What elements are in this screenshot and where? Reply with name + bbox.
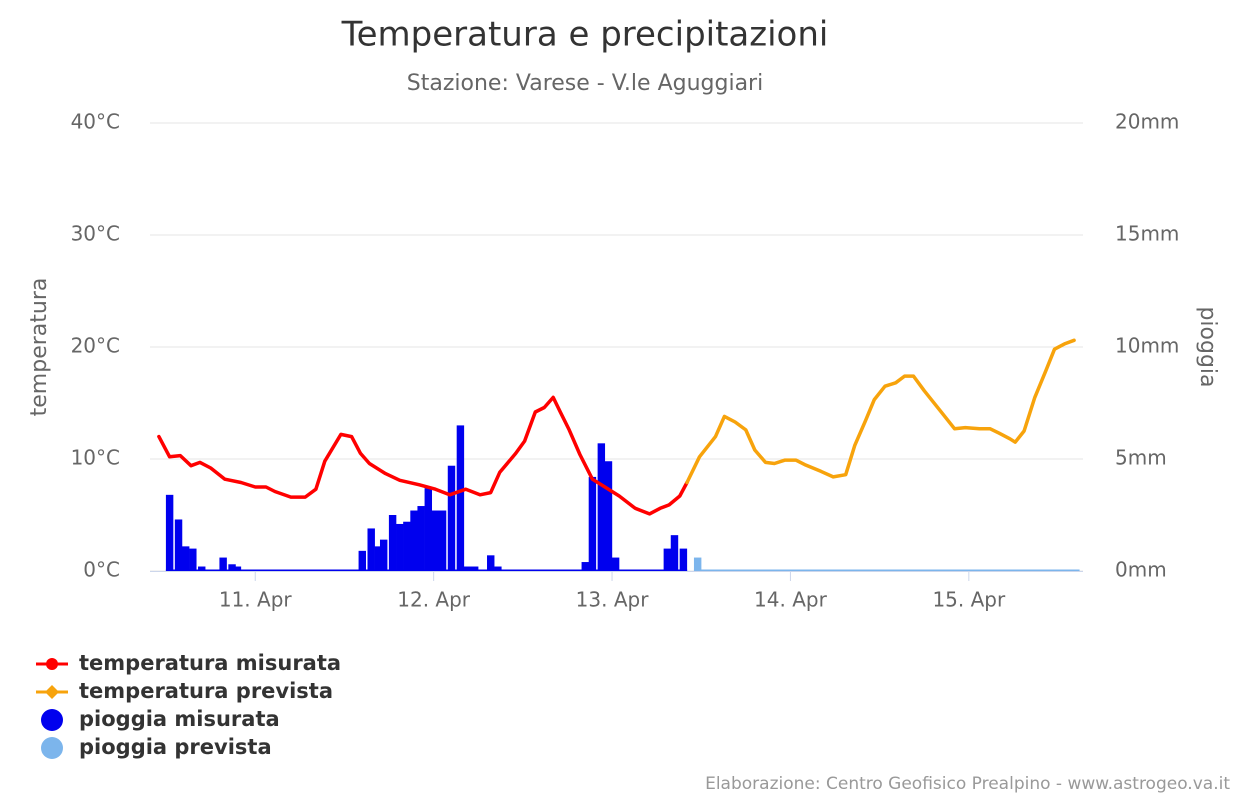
y-tick-label: 0°C: [83, 558, 120, 582]
rain-bar: [396, 523, 404, 571]
rain-bar: [487, 555, 495, 571]
legend-symbol: [41, 709, 63, 731]
rain-bar: [189, 548, 197, 571]
rain-bar: [463, 566, 472, 571]
rain-bar: [456, 425, 465, 571]
y2-tick-label: 10mm: [1115, 334, 1179, 358]
rain-bar: [679, 548, 688, 571]
y-tick-label: 10°C: [71, 446, 120, 470]
x-tick-label: 13. Apr: [576, 588, 650, 612]
rain-bar: [403, 521, 411, 571]
x-tick-label: 11. Apr: [219, 588, 293, 612]
rain-bar: [663, 548, 672, 571]
x-tick-label: 14. Apr: [754, 588, 828, 612]
y-tick-label: 40°C: [71, 110, 120, 134]
rain-bar: [388, 515, 397, 571]
legend-item[interactable]: temperatura prevista: [36, 679, 333, 703]
rain-bar: [604, 461, 613, 571]
rain-bar: [670, 535, 679, 571]
legend-item[interactable]: pioggia prevista: [41, 735, 272, 759]
y-axis-title: temperatura: [27, 278, 52, 417]
rain-bar: [494, 566, 502, 571]
rain-bar: [597, 443, 606, 571]
rain-bar: [611, 557, 620, 571]
legend-symbol: [41, 737, 63, 759]
rain-bar: [367, 528, 375, 571]
credits: Elaborazione: Centro Geofisico Prealpino…: [705, 774, 1230, 794]
legend-label: pioggia prevista: [79, 735, 272, 759]
rain-bar: [581, 562, 589, 571]
legend-item[interactable]: pioggia misurata: [41, 707, 280, 731]
rain-bar: [470, 566, 479, 571]
y2-tick-label: 15mm: [1115, 222, 1179, 246]
legend-item[interactable]: temperatura misurata: [36, 651, 341, 675]
rain-bar: [233, 566, 242, 571]
rain-bar: [431, 510, 440, 571]
rain-bar: [198, 566, 206, 571]
rain-bar: [165, 494, 174, 571]
legend-marker: [45, 685, 59, 699]
temperature-line: [685, 338, 1076, 485]
y2-tick-label: 5mm: [1115, 446, 1167, 470]
rain-bar: [228, 564, 236, 571]
rain-bar: [374, 546, 383, 571]
rain-bar: [174, 519, 183, 571]
legend-label: temperatura prevista: [79, 679, 333, 703]
legend-marker: [46, 658, 58, 670]
rain-bar: [181, 546, 190, 571]
chart-title: Temperatura e precipitazioni: [341, 15, 829, 55]
y-tick-label: 20°C: [71, 334, 120, 358]
rain-bar: [358, 550, 367, 571]
rain-bar: [588, 476, 597, 571]
rain-bar: [410, 510, 418, 571]
y2-tick-label: 0mm: [1115, 558, 1167, 582]
rain-bar: [438, 510, 447, 571]
legend-label: temperatura misurata: [79, 651, 341, 675]
chart-subtitle: Stazione: Varese - V.le Aguggiari: [407, 71, 763, 96]
rain-bar: [219, 557, 227, 571]
y2-axis-title: pioggia: [1195, 306, 1220, 387]
temperature-line: [157, 395, 689, 516]
x-tick-label: 12. Apr: [397, 588, 471, 612]
legend-label: pioggia misurata: [79, 707, 280, 731]
rain-bar: [693, 557, 702, 571]
rain-bar: [447, 465, 456, 571]
y-tick-label: 30°C: [71, 222, 120, 246]
y2-tick-label: 20mm: [1115, 110, 1179, 134]
rain-baseline: [693, 569, 1080, 571]
rain-bar: [424, 488, 433, 571]
rain-bar: [379, 539, 388, 571]
x-tick-label: 15. Apr: [932, 588, 1006, 612]
rain-bar: [417, 506, 425, 571]
